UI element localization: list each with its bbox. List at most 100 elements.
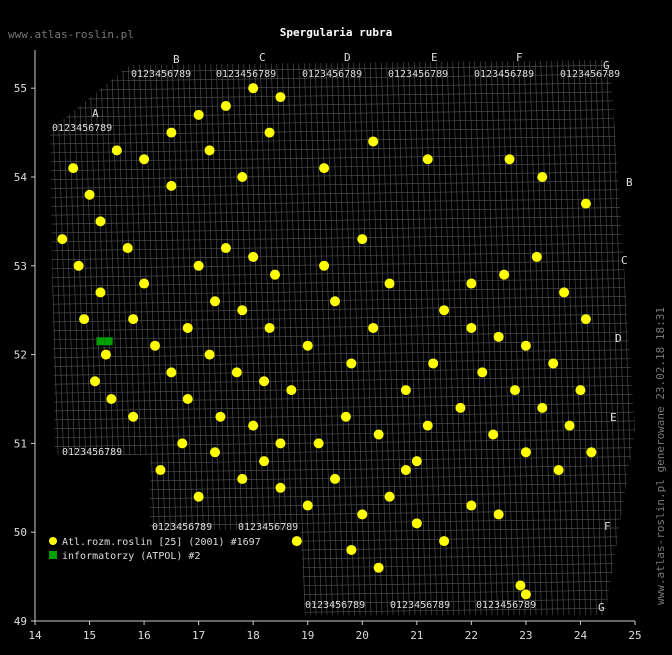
grid-line: [50, 563, 635, 572]
point: [193, 109, 204, 120]
grid-line: [50, 385, 635, 394]
grid-line: [50, 456, 635, 465]
point: [90, 376, 100, 387]
point: [231, 367, 242, 378]
point: [264, 127, 275, 138]
point: [400, 465, 411, 476]
grid-line: [545, 60, 565, 615]
grid-line: [457, 60, 477, 615]
grid-line: [50, 64, 635, 74]
grid-line: [50, 135, 635, 145]
grid-line: [584, 60, 603, 615]
point: [96, 337, 105, 346]
grid-letter: A: [92, 107, 99, 120]
point: [400, 385, 411, 396]
grid-line: [600, 60, 620, 615]
grid-digits: 0123456789: [238, 522, 298, 533]
point: [373, 562, 384, 573]
point: [210, 447, 220, 458]
grid-line: [573, 60, 592, 615]
grid-line: [50, 233, 635, 243]
grid-digits: 0123456789: [305, 600, 365, 611]
point: [84, 189, 95, 200]
y-tick-label: 50: [14, 526, 27, 539]
grid-digits: 0123456789: [216, 69, 276, 80]
grid-line: [397, 60, 416, 615]
footer: www.atlas-roslin.pl generowane 23.02.18 …: [654, 307, 667, 605]
grid-line: [50, 367, 635, 376]
grid-line: [50, 126, 635, 136]
grid-line: [50, 571, 635, 581]
point: [439, 536, 450, 547]
x-tick-label: 17: [192, 629, 205, 642]
grid-letter: C: [259, 51, 266, 64]
y-tick-label: 53: [14, 260, 27, 273]
grid-line: [50, 162, 635, 172]
point: [122, 243, 133, 254]
grid-line: [342, 60, 361, 615]
x-tick-label: 16: [137, 629, 150, 642]
point: [210, 296, 220, 307]
grid-line: [375, 60, 394, 615]
point: [166, 127, 177, 138]
point: [330, 473, 340, 484]
grid-line: [50, 144, 635, 154]
grid-line: [292, 60, 312, 615]
x-tick-label: 24: [574, 629, 588, 642]
y-tick-label: 49: [14, 615, 27, 628]
point: [422, 154, 433, 165]
grid-digits: 0123456789: [476, 600, 536, 611]
point: [73, 260, 84, 271]
grid-line: [369, 60, 389, 615]
point: [346, 544, 357, 555]
grid-line: [40, 635, 640, 643]
grid-line: [50, 331, 635, 341]
grid-line: [50, 482, 635, 492]
grid-line: [413, 60, 433, 615]
point: [510, 385, 520, 396]
point: [368, 322, 379, 333]
point: [128, 314, 139, 325]
point: [531, 251, 542, 262]
point: [204, 349, 215, 360]
grid-line: [347, 60, 367, 615]
point: [330, 296, 340, 307]
point: [411, 518, 422, 529]
grid-line: [463, 60, 482, 615]
y-tick-label: 51: [14, 437, 27, 450]
point: [100, 349, 111, 360]
point: [499, 269, 510, 280]
grid-letter: F: [604, 520, 611, 533]
grid-line: [534, 60, 554, 615]
point: [259, 456, 270, 467]
point: [139, 278, 150, 289]
grid-line: [50, 118, 635, 127]
grid-line: [50, 349, 635, 358]
point: [520, 447, 531, 458]
point: [106, 393, 117, 404]
point: [264, 322, 275, 333]
point: [553, 465, 564, 476]
grid-line: [50, 474, 635, 483]
point: [384, 491, 395, 502]
grid-digits: 0123456789: [152, 522, 212, 533]
grid-line: [50, 180, 635, 189]
point: [477, 367, 488, 378]
grid-line: [380, 60, 400, 615]
grid-letter: B: [626, 176, 633, 189]
grid-line: [408, 60, 427, 615]
grid-line: [386, 60, 405, 615]
point: [428, 358, 439, 369]
grid-line: [452, 60, 471, 615]
grid-line: [446, 60, 466, 615]
point: [275, 482, 286, 493]
point: [439, 305, 450, 316]
point: [384, 278, 395, 289]
point: [291, 536, 302, 547]
point: [68, 163, 79, 174]
point: [466, 322, 477, 333]
legend-label: informatorzy (ATPOL) #2: [62, 551, 200, 562]
point: [220, 243, 231, 254]
point: [302, 340, 313, 351]
grid-line: [320, 60, 339, 615]
